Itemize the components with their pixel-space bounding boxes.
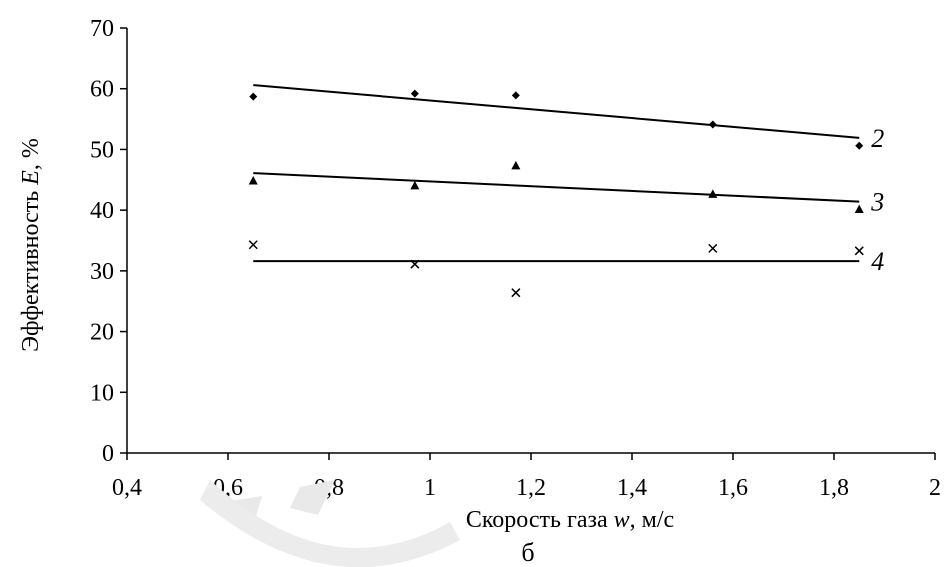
data-point-4: [248, 240, 258, 250]
data-point-2: [511, 91, 520, 100]
series-label-3: 3: [870, 188, 884, 217]
data-point-2: [249, 92, 258, 101]
data-point-4: [854, 246, 864, 256]
data-point-3: [708, 189, 718, 198]
x-axis-title: Скорость газа w, м/с: [466, 507, 674, 533]
x-tick-label: 1,2: [516, 475, 546, 501]
series-label-2: 2: [871, 124, 884, 153]
data-point-2: [855, 141, 864, 150]
data-point-4: [511, 288, 521, 298]
data-point-3: [410, 180, 420, 190]
x-tick-label: 0,8: [314, 475, 344, 501]
x-tick-label: 2: [929, 475, 941, 501]
y-axis-title: Эффективность E, %: [18, 138, 44, 352]
y-tick-label: 60: [90, 77, 114, 103]
x-tick-label: 1,4: [617, 475, 647, 501]
data-points: [248, 89, 864, 298]
data-point-4: [708, 243, 718, 253]
x-tick-label: 0,6: [213, 475, 243, 501]
y-tick-label: 40: [90, 198, 114, 224]
data-point-4: [410, 259, 420, 269]
y-axis-ticks: 0 10 20 30 40 50 60 70: [90, 16, 127, 467]
series-labels: 2 3 4: [870, 124, 884, 276]
trend-lines: [253, 84, 860, 263]
data-point-3: [248, 176, 258, 185]
y-tick-label: 70: [90, 16, 114, 42]
x-tick-label: 1,6: [718, 475, 748, 501]
figure-caption: б: [521, 538, 534, 567]
series-label-4: 4: [871, 247, 884, 276]
y-tick-label: 10: [90, 380, 114, 406]
x-axis-ticks: 0,4 0,6 0,8 1 1,2 1,4 1,6 1,8 2: [112, 453, 941, 501]
data-point-3: [511, 160, 521, 170]
data-point-2: [410, 89, 419, 98]
y-tick-label: 30: [90, 259, 114, 285]
x-tick-label: 1: [424, 475, 436, 501]
data-point-2: [708, 120, 717, 129]
y-tick-label: 0: [102, 441, 114, 467]
data-point-3: [854, 204, 864, 214]
y-tick-label: 20: [90, 320, 114, 346]
trend-line-3: [253, 172, 860, 203]
y-tick-label: 50: [90, 137, 114, 163]
x-tick-label: 0,4: [112, 475, 142, 501]
trend-line-2: [253, 84, 860, 139]
x-tick-label: 1,8: [819, 475, 849, 501]
